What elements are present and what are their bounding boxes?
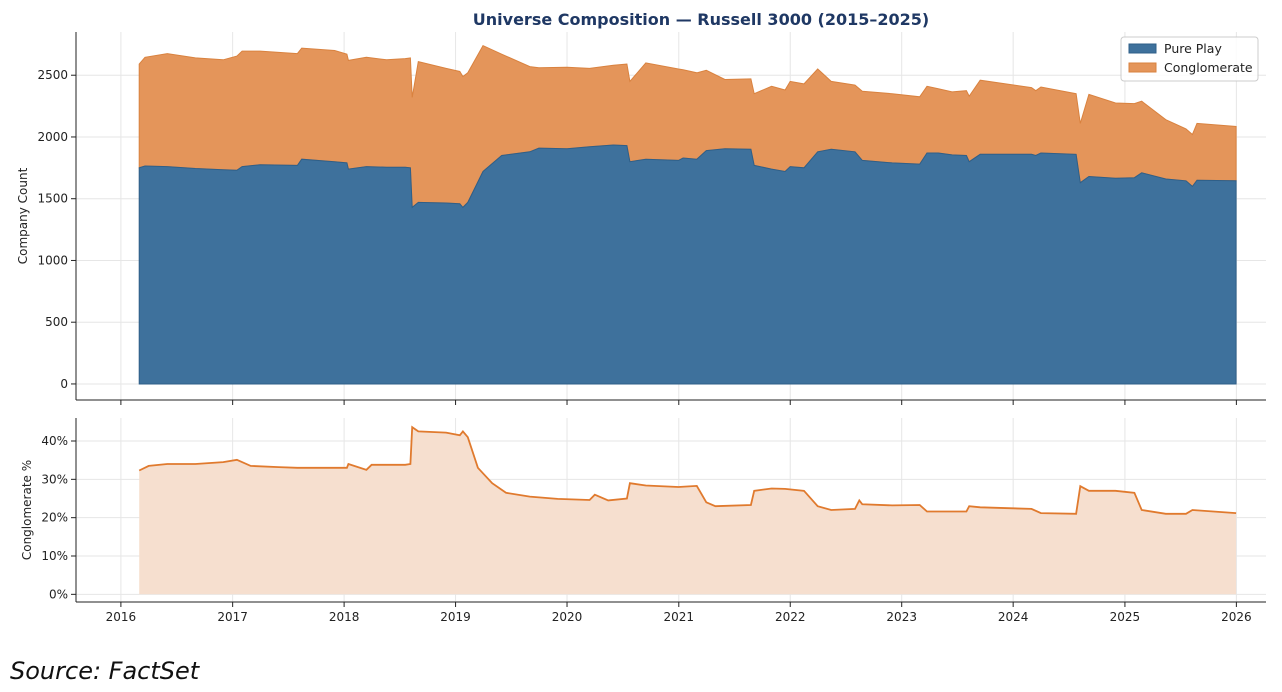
x-tick-label: 2019: [440, 610, 471, 624]
bottom-y-tick-label: 40%: [41, 434, 68, 448]
top-y-tick-label: 2500: [37, 68, 68, 82]
x-tick-label: 2025: [1110, 610, 1141, 624]
x-tick-label: 2020: [552, 610, 583, 624]
legend-swatch-conglomerate: [1128, 62, 1157, 73]
x-tick-label: 2016: [106, 610, 137, 624]
x-tick-label: 2018: [329, 610, 360, 624]
bottom-y-tick-label: 20%: [41, 511, 68, 525]
top-y-tick-label: 500: [45, 315, 68, 329]
x-tick-label: 2024: [998, 610, 1029, 624]
top-y-tick-label: 1000: [37, 253, 68, 267]
area-conglomerate-pct: [139, 427, 1237, 595]
bottom-y-tick-label: 0%: [49, 587, 68, 601]
x-tick-label: 2022: [775, 610, 806, 624]
area-pure-play: [138, 144, 1237, 385]
x-tick-label: 2023: [886, 610, 917, 624]
top-y-tick-label: 1500: [37, 192, 68, 206]
x-tick-label: 2026: [1221, 610, 1252, 624]
x-tick-label: 2017: [217, 610, 248, 624]
chart-title: Universe Composition — Russell 3000 (201…: [473, 10, 929, 29]
bottom-y-tick-label: 30%: [41, 472, 68, 486]
bottom-y-axis-label: Conglomerate %: [20, 460, 34, 560]
legend-label-pure-play: Pure Play: [1164, 41, 1222, 56]
bottom-y-tick-label: 10%: [41, 549, 68, 563]
legend-label-conglomerate: Conglomerate: [1164, 60, 1253, 75]
x-tick-label: 2021: [664, 610, 695, 624]
source-note: Source: FactSet: [10, 657, 200, 685]
legend-swatch-pure-play: [1128, 43, 1157, 54]
top-y-tick-label: 0: [60, 377, 68, 391]
top-y-axis-label: Company Count: [16, 167, 30, 264]
line-conglomerate-pct: [138, 425, 1237, 515]
top-y-tick-label: 2000: [37, 130, 68, 144]
